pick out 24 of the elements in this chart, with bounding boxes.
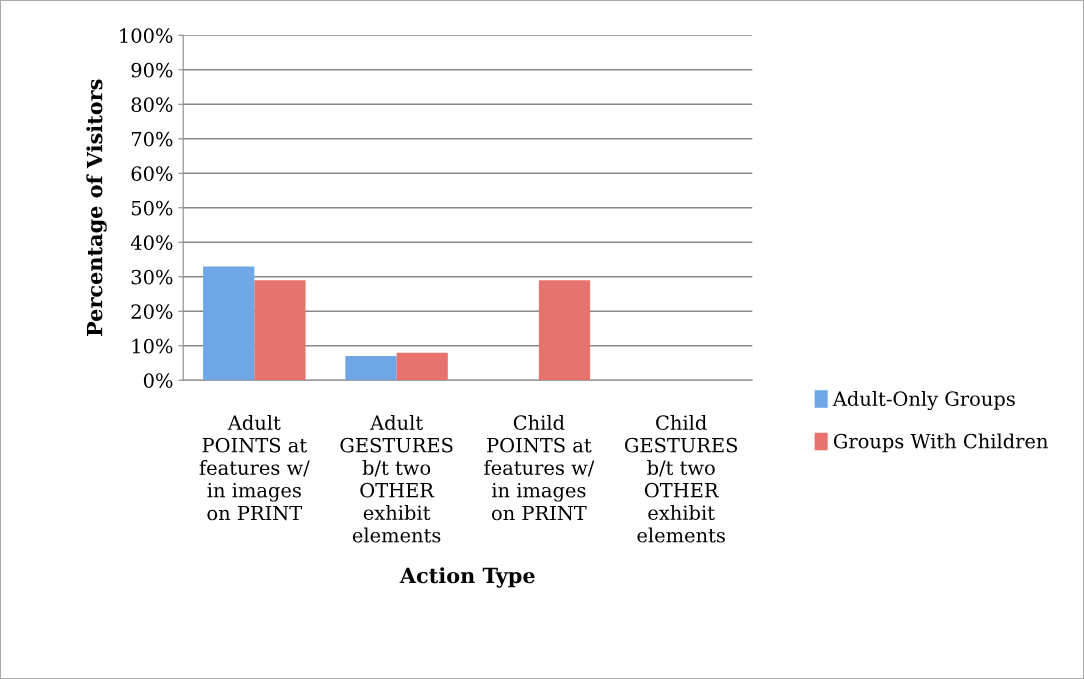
bar [254, 280, 306, 381]
bar [396, 352, 448, 381]
y-tick-label: 100% [120, 28, 173, 43]
y-tick-label: 10% [132, 338, 173, 354]
bar [203, 266, 255, 381]
y-axis-title: Percentage of Visitors [86, 79, 107, 336]
bar [345, 356, 397, 381]
x-axis-title: Action Type [399, 567, 535, 588]
y-tick-label: 40% [130, 235, 173, 250]
y-tick-label: 20% [131, 304, 173, 319]
x-tick-label: Child GESTURES b/t two OTHER exhibit elements [624, 414, 738, 543]
y-tick-label: 50% [131, 200, 173, 216]
bar [538, 280, 591, 381]
x-tick-label: Adult GESTURES b/t two OTHER exhibit elements [340, 414, 453, 543]
x-tick-label: Child POINTS at features w/ in images on PRINT [484, 414, 595, 521]
x-tick-label: Adult POINTS at features w/ in images on PRINT [199, 414, 310, 521]
y-tick-label: 0% [143, 373, 173, 388]
legend-label: Adult-Only Groups [832, 391, 1015, 411]
y-tick-label: 30% [131, 269, 173, 285]
y-tick-label: 70% [131, 131, 173, 147]
y-tick-label: 90% [131, 62, 173, 78]
y-tick-label: 80% [131, 97, 173, 112]
legend-label: Groups With Children [833, 433, 1048, 453]
y-tick-label: 60% [131, 166, 173, 181]
